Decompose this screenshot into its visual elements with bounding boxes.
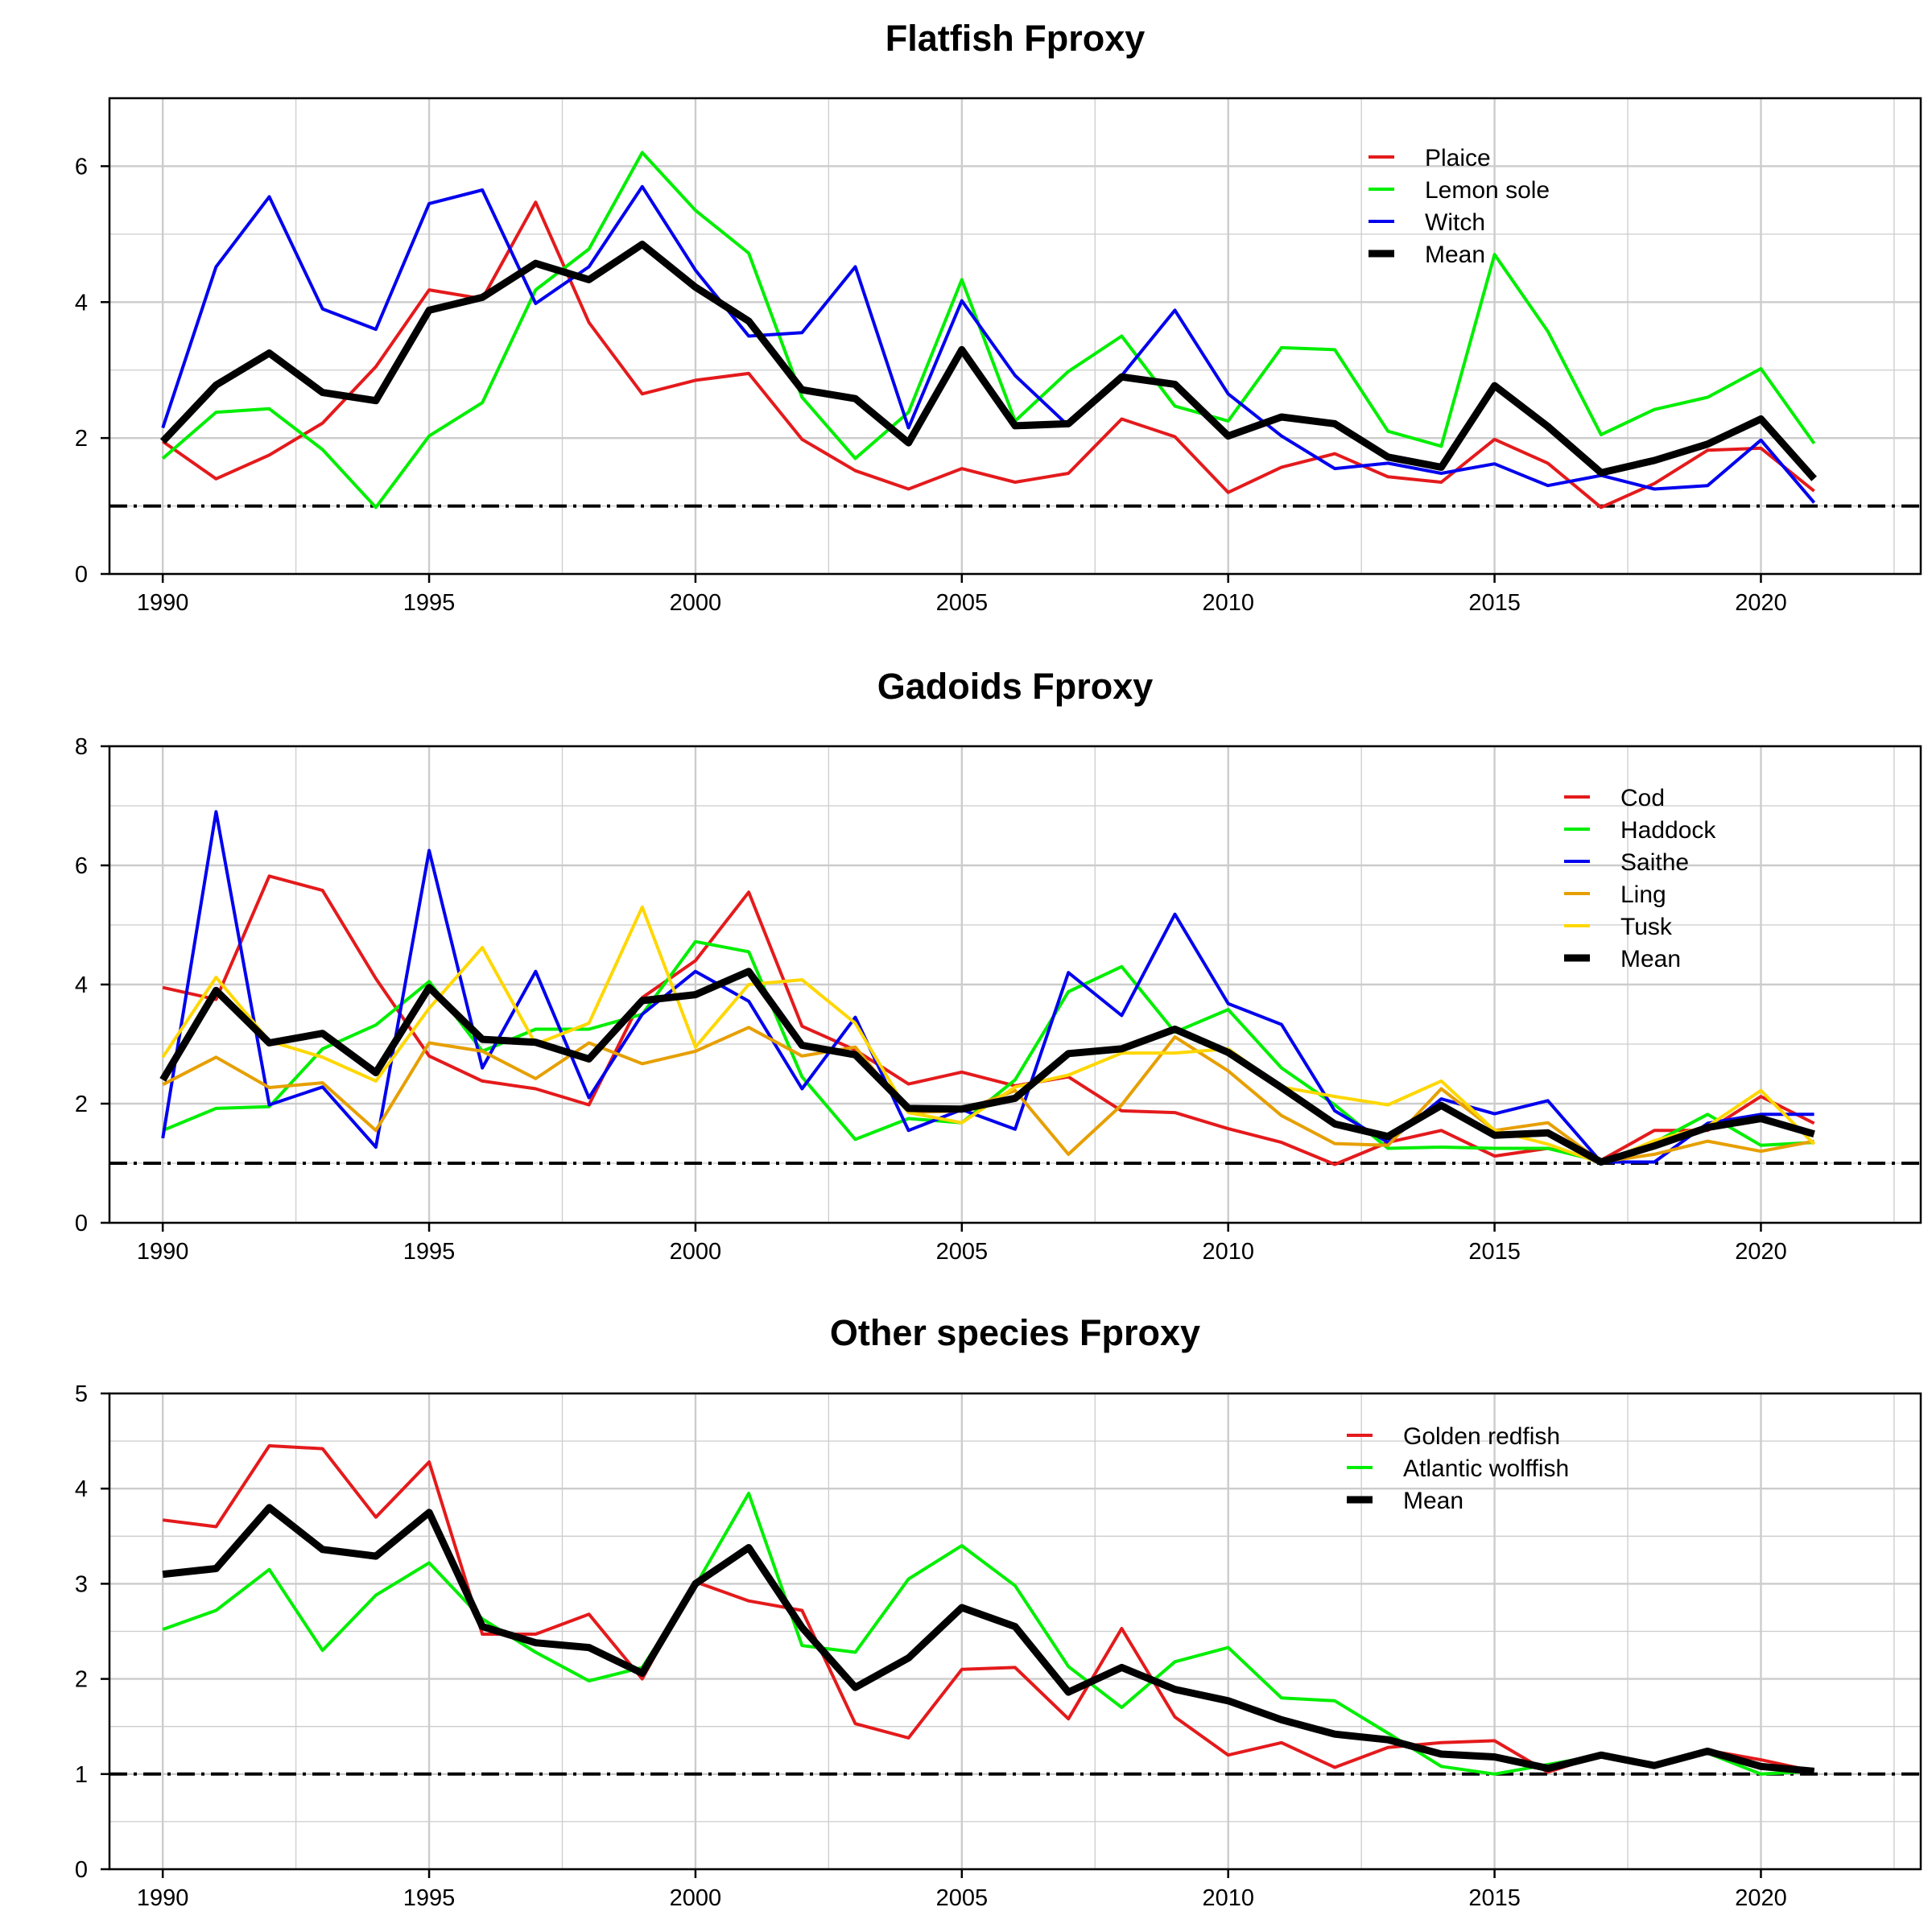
y-tick-label: 2 <box>75 1667 88 1693</box>
legend-label: Atlantic wolffish <box>1403 1455 1569 1482</box>
x-tick-label: 2000 <box>670 1885 722 1911</box>
chart-title: Other species Fproxy <box>830 1312 1200 1353</box>
legend: Cod Haddock Saithe Ling Tusk Mean <box>1564 785 1716 972</box>
plot-frame <box>108 1392 1922 1871</box>
x-tick-label: 1995 <box>403 1239 456 1265</box>
x-tick-label: 2000 <box>670 1239 722 1265</box>
x-tick-label: 1995 <box>403 590 456 616</box>
x-tick-label: 2020 <box>1735 1885 1787 1911</box>
chart-title: Flatfish Fproxy <box>886 18 1146 59</box>
y-tick-label: 4 <box>75 972 88 998</box>
x-tick-label: 2015 <box>1468 1885 1521 1911</box>
legend-label: Haddock <box>1620 817 1716 844</box>
x-tick-label: 2015 <box>1468 1239 1521 1265</box>
y-tick-label: 3 <box>75 1571 88 1597</box>
y-tick-label: 5 <box>75 1381 88 1407</box>
x-tick-label: 2020 <box>1735 1239 1787 1265</box>
legend: Golden redfish Atlantic wolffish Mean <box>1347 1423 1569 1514</box>
x-tick-label: 2020 <box>1735 590 1787 616</box>
y-tick-label: 2 <box>75 426 88 452</box>
x-tick-label: 1990 <box>137 1885 189 1911</box>
legend-label: Mean <box>1620 946 1681 972</box>
legend-label: Cod <box>1620 785 1665 811</box>
x-tick-label: 2005 <box>936 590 989 616</box>
y-tick-label: 8 <box>75 734 88 760</box>
legend-label: Mean <box>1425 242 1485 268</box>
x-tick-label: 2010 <box>1202 1239 1254 1265</box>
x-tick-label: 2000 <box>670 590 722 616</box>
y-tick-label: 6 <box>75 853 88 879</box>
series-line-golden-redfish <box>162 1444 1815 1774</box>
y-tick-label: 1 <box>75 1762 88 1788</box>
series-line-saithe <box>161 810 1814 1164</box>
x-tick-label: 1990 <box>137 590 189 616</box>
legend-label: Golden redfish <box>1403 1423 1560 1450</box>
series-line-haddock <box>162 939 1814 1163</box>
series-line-atlantic-wolffish <box>162 1492 1814 1776</box>
series-line-mean <box>159 241 1817 481</box>
y-tick-label: 4 <box>75 290 88 316</box>
legend-label: Mean <box>1403 1488 1463 1514</box>
series-line-plaice <box>162 200 1815 510</box>
plot-frame <box>108 97 1922 576</box>
y-tick-label: 2 <box>75 1092 88 1117</box>
y-tick-label: 0 <box>75 562 88 588</box>
series-line-lemon-sole <box>161 151 1816 510</box>
x-tick-label: 2010 <box>1202 1885 1254 1911</box>
x-tick-label: 1995 <box>403 1885 456 1911</box>
chart-panel-1: Flatfish Fproxy 1990 1995 2000 2005 2010 2015 2… <box>75 18 1922 616</box>
x-tick-label: 2005 <box>936 1885 989 1911</box>
y-tick-label: 0 <box>75 1211 88 1236</box>
series-line-mean <box>159 968 1815 1166</box>
x-tick-label: 2015 <box>1468 590 1521 616</box>
series-line-witch <box>161 184 1816 504</box>
legend-label: Saithe <box>1620 849 1689 876</box>
legend-label: Witch <box>1425 209 1485 236</box>
legend-label: Ling <box>1620 881 1666 908</box>
x-tick-label: 1990 <box>137 1239 189 1265</box>
legend-label: Plaice <box>1425 145 1491 171</box>
y-tick-label: 6 <box>75 154 88 180</box>
legend: Plaice Lemon sole Witch Mean <box>1368 145 1550 268</box>
legend-label: Lemon sole <box>1425 177 1550 204</box>
x-tick-label: 2010 <box>1202 590 1254 616</box>
y-tick-label: 4 <box>75 1476 88 1502</box>
chart-panel-3: Other species Fproxy 1990 1995 2000 2005 2010… <box>75 1312 1922 1911</box>
chart-title: Gadoids Fproxy <box>877 666 1154 707</box>
y-tick-label: 0 <box>75 1857 88 1883</box>
legend-label: Tusk <box>1620 914 1673 940</box>
series-line-mean <box>162 1504 1815 1775</box>
x-tick-label: 2005 <box>936 1239 989 1265</box>
